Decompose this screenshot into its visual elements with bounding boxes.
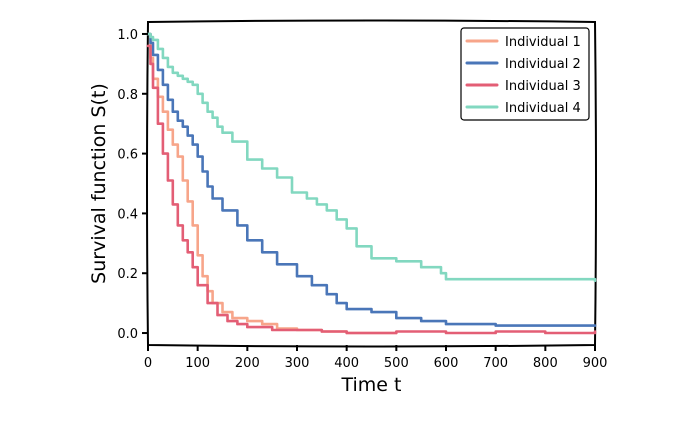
y-tick-label: 0.2 bbox=[117, 267, 138, 282]
y-axis-label: Survival function S(t) bbox=[88, 83, 110, 284]
x-tick-label: 100 bbox=[185, 356, 210, 371]
legend-label: Individual 3 bbox=[505, 79, 581, 94]
x-tick-label: 700 bbox=[483, 356, 508, 371]
y-tick-label: 0.4 bbox=[117, 207, 138, 222]
x-tick-label: 200 bbox=[235, 356, 260, 371]
y-tick-label: 0.0 bbox=[117, 327, 138, 342]
legend-label: Individual 2 bbox=[505, 57, 581, 72]
legend-label: Individual 1 bbox=[505, 35, 581, 50]
x-tick-label: 600 bbox=[434, 356, 459, 371]
x-tick-label: 300 bbox=[285, 356, 310, 371]
y-tick-label: 1.0 bbox=[117, 28, 138, 43]
series-line-2 bbox=[146, 32, 597, 327]
x-tick-label: 0 bbox=[144, 356, 152, 371]
y-tick-label: 0.6 bbox=[117, 148, 138, 163]
legend-label: Individual 4 bbox=[505, 101, 581, 116]
x-axis-label: Time t bbox=[341, 374, 402, 396]
x-tick-label: 400 bbox=[334, 356, 359, 371]
x-tick-label: 500 bbox=[384, 356, 409, 371]
series-line-1 bbox=[146, 32, 398, 335]
series-line-4 bbox=[146, 32, 597, 282]
legend: Individual 1 Individual 2 Individual 3 Indi… bbox=[460, 27, 590, 121]
series-layer bbox=[146, 32, 597, 335]
x-tick-label: 900 bbox=[583, 356, 608, 371]
x-tick-label: 800 bbox=[533, 356, 558, 371]
series-line-3 bbox=[146, 44, 597, 335]
legend-box bbox=[460, 27, 590, 121]
y-axis-ticks: 0.0 0.2 0.4 0.6 0.8 1.0 bbox=[117, 28, 148, 342]
y-tick-label: 0.8 bbox=[117, 88, 138, 103]
x-axis-ticks: 0 100 200 300 400 500 600 700 800 900 bbox=[144, 345, 608, 371]
